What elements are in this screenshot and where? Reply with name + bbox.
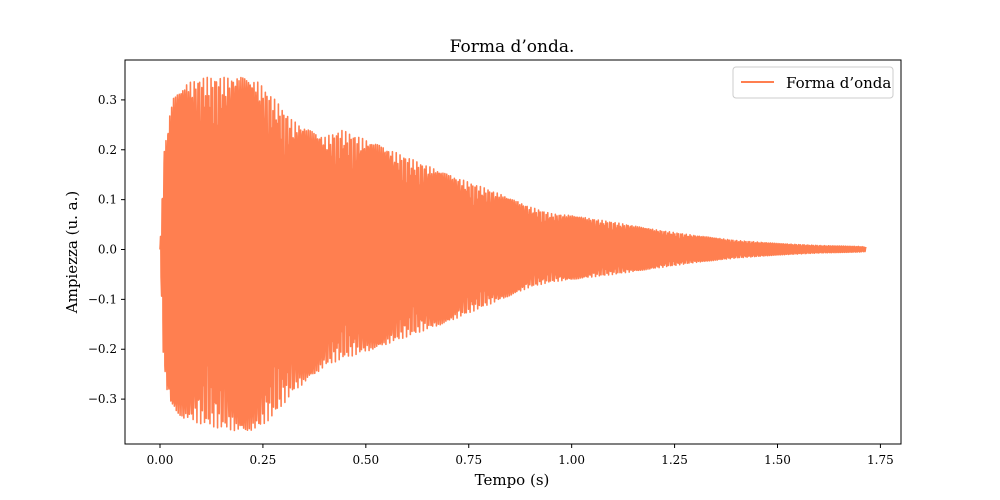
y-tick-label: −0.3 xyxy=(88,392,117,406)
plot-area xyxy=(124,59,902,445)
y-tick-label: −0.1 xyxy=(88,292,117,306)
y-axis-label: Ampiezza (u. a.) xyxy=(63,191,81,314)
legend-label: Forma d’onda xyxy=(786,74,891,92)
legend: Forma d’onda xyxy=(732,66,894,99)
x-tick-label: 0.50 xyxy=(352,453,379,467)
chart-title: Forma d’onda. xyxy=(450,37,575,57)
x-tick-label: 0.75 xyxy=(455,453,482,467)
y-tick-label: 0.1 xyxy=(98,193,117,207)
x-tick-label: 1.25 xyxy=(661,453,688,467)
y-tick-label: 0.2 xyxy=(98,143,117,157)
legend-box xyxy=(732,66,894,99)
x-tick-label: 0.25 xyxy=(250,453,277,467)
x-axis-label: Tempo (s) xyxy=(475,471,550,489)
x-tick-label: 1.00 xyxy=(558,453,585,467)
y-tick-label: 0.3 xyxy=(98,93,117,107)
x-tick-label: 1.50 xyxy=(764,453,791,467)
x-tick-label: 1.75 xyxy=(867,453,894,467)
x-tick-label: 0.00 xyxy=(147,453,174,467)
y-tick-label: 0.0 xyxy=(98,243,117,257)
waveform-line xyxy=(159,76,867,432)
y-tick-label: −0.2 xyxy=(88,342,117,356)
